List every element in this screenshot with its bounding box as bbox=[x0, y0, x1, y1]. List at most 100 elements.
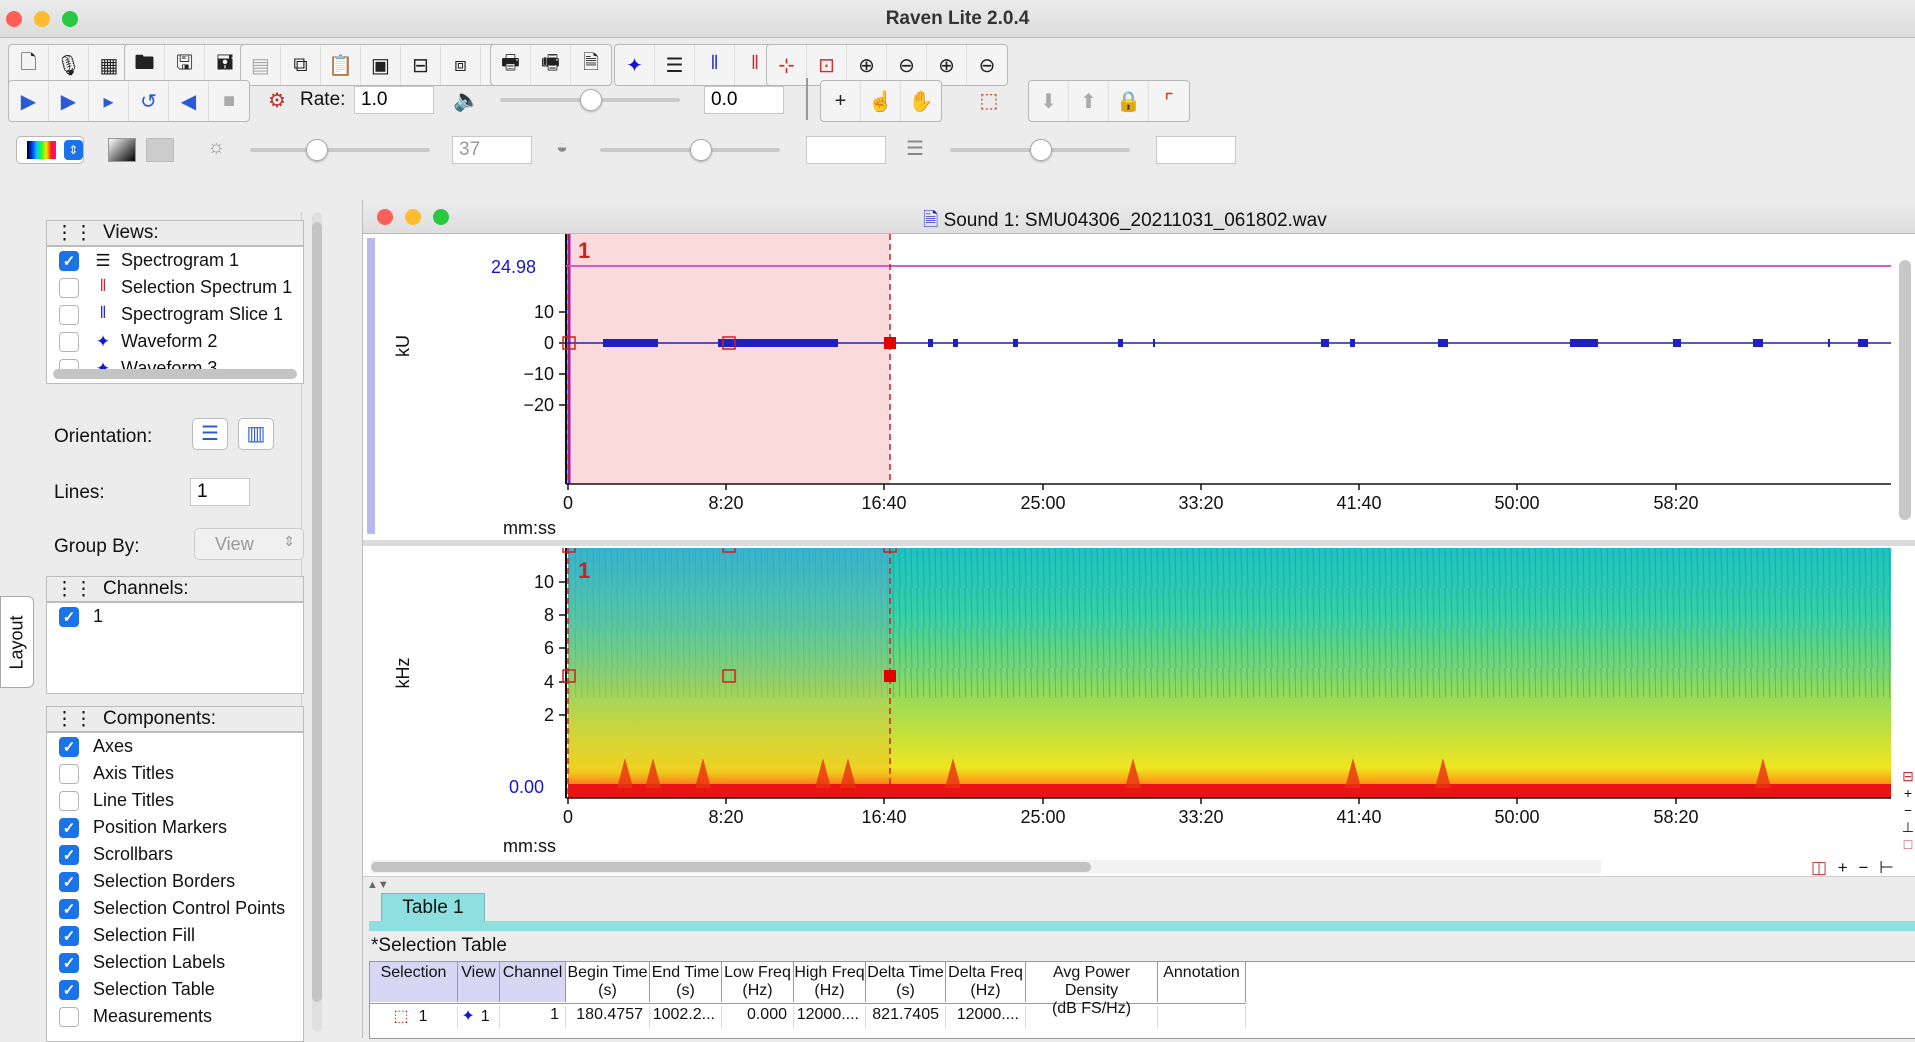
table-cell[interactable]: 180.4757 bbox=[566, 1006, 650, 1028]
arrow-up-icon[interactable]: ⬆ bbox=[1069, 81, 1109, 121]
checkbox[interactable]: ✓ bbox=[59, 952, 79, 973]
table-column-header[interactable]: Channel bbox=[500, 962, 566, 1002]
table-cell[interactable]: ✦ 1 bbox=[458, 1006, 500, 1028]
sidebar-scrollbar-thumb[interactable] bbox=[312, 222, 322, 1002]
checkbox[interactable]: ✓ bbox=[59, 871, 79, 892]
open-table-icon[interactable]: ▦ bbox=[99, 54, 119, 77]
table-column-header[interactable]: View bbox=[458, 962, 500, 1002]
record-mic-icon[interactable]: 🎙 bbox=[49, 45, 89, 85]
component-item[interactable]: ✓ Axes bbox=[47, 733, 303, 760]
checkbox[interactable]: ✓ bbox=[59, 250, 79, 271]
select-hand-icon[interactable]: ☝ bbox=[861, 81, 901, 121]
resolution-slider-knob[interactable] bbox=[1030, 139, 1052, 161]
horizontal-zoom-selection-icon[interactable]: ◫ bbox=[1811, 858, 1831, 877]
volume-slider-knob[interactable] bbox=[580, 89, 602, 111]
view-item-spectrogram-1[interactable]: ✓ ☰ Spectrogram 1 bbox=[47, 247, 303, 274]
table-cell[interactable]: 12000.... bbox=[946, 1006, 1026, 1028]
horizontal-zoom-out-icon[interactable]: − bbox=[1858, 858, 1872, 877]
table-column-header[interactable]: End Time (s) bbox=[650, 962, 722, 1002]
zoom-window-button[interactable] bbox=[62, 11, 78, 27]
views-horizontal-scrollbar[interactable] bbox=[53, 369, 297, 379]
table-column-header[interactable]: Delta Freq (Hz) bbox=[946, 962, 1026, 1002]
horizontal-zoom-fit-icon[interactable]: ⊢ bbox=[1879, 858, 1897, 877]
waveform-view[interactable]: 24.98 10 0 −10 −20 0 8:20 16:40 25:00 33:20 41:4… bbox=[363, 234, 1915, 540]
stop-icon[interactable]: ■ bbox=[222, 89, 236, 112]
copy-icon[interactable]: ⧉ bbox=[281, 45, 321, 85]
arrow-down-icon[interactable]: ⬇ bbox=[1029, 81, 1069, 121]
zoom-out-freq-icon[interactable]: ⊖ bbox=[978, 54, 996, 77]
table-cell[interactable]: 0.000 bbox=[722, 1006, 794, 1028]
selection-spectrum-icon[interactable]: 𝍪 bbox=[751, 52, 759, 74]
minimize-sound-button[interactable] bbox=[405, 209, 421, 225]
spectrogram-view[interactable]: 10 8 6 4 2 0 8:20 16:40 25:00 33:20 41:40 50:00 58:… bbox=[363, 548, 1915, 860]
table-cell[interactable]: 821.7405 bbox=[866, 1006, 946, 1028]
play-from-icon[interactable]: ▸ bbox=[89, 81, 129, 121]
layout-side-tab[interactable]: Layout bbox=[0, 596, 34, 688]
table-cell[interactable]: 1002.2... bbox=[650, 1006, 722, 1028]
vertical-zoom-out-icon[interactable]: − bbox=[1903, 802, 1913, 818]
view-item-spectrogram-slice-1[interactable]: 𝍪 Spectrogram Slice 1 bbox=[47, 301, 303, 328]
channel-item[interactable]: ✓ 1 bbox=[47, 603, 303, 630]
component-item[interactable]: ✓ Position Markers bbox=[47, 814, 303, 841]
close-sound-button[interactable] bbox=[377, 209, 393, 225]
table-column-header[interactable]: Begin Time (s) bbox=[566, 962, 650, 1002]
component-item[interactable]: ✓ Selection Borders bbox=[47, 868, 303, 895]
tab-table-1[interactable]: Table 1 bbox=[381, 893, 485, 923]
rate-input[interactable] bbox=[354, 86, 434, 114]
table-cell[interactable]: ⬚ 1 bbox=[370, 1006, 458, 1028]
brightness-slider[interactable] bbox=[250, 148, 430, 152]
contrast-input[interactable] bbox=[806, 136, 886, 164]
component-item[interactable]: ✓ Selection Fill bbox=[47, 922, 303, 949]
checkbox[interactable]: ✓ bbox=[59, 606, 79, 627]
checkbox[interactable] bbox=[59, 1006, 79, 1027]
table-column-header[interactable]: Avg Power Density (dB FS/Hz) bbox=[1026, 962, 1158, 1017]
minimize-window-button[interactable] bbox=[34, 11, 50, 27]
vertical-zoom-in-icon[interactable]: + bbox=[1903, 785, 1913, 801]
vertical-zoom-selection-icon[interactable]: ⊟ bbox=[1902, 768, 1914, 784]
checkbox[interactable] bbox=[59, 790, 79, 811]
table-cell[interactable]: 1 bbox=[500, 1006, 566, 1028]
horizontal-zoom-in-icon[interactable]: + bbox=[1837, 858, 1851, 877]
zoom-to-all-icon[interactable]: ⊡ bbox=[807, 45, 847, 85]
checkbox[interactable] bbox=[59, 277, 79, 298]
brightness-slider-knob[interactable] bbox=[306, 139, 328, 161]
play-visible-icon[interactable]: ▶ bbox=[49, 81, 89, 121]
checkbox[interactable] bbox=[59, 763, 79, 784]
checkbox[interactable]: ✓ bbox=[59, 979, 79, 1000]
zoom-in-icon[interactable]: ⊕ bbox=[847, 45, 887, 85]
horizontal-scrollbar[interactable] bbox=[371, 860, 1601, 874]
selection-box-icon[interactable]: ⬚ bbox=[979, 89, 999, 112]
checkbox[interactable]: ✓ bbox=[59, 817, 79, 838]
checkbox[interactable] bbox=[59, 331, 79, 352]
checkbox[interactable] bbox=[59, 304, 79, 325]
zoom-out-icon[interactable]: ⊖ bbox=[887, 45, 927, 85]
component-item[interactable]: Line Titles bbox=[47, 787, 303, 814]
zoom-in-freq-icon[interactable]: ⊕ bbox=[927, 45, 967, 85]
sidebar-scrollbar[interactable] bbox=[312, 212, 322, 1032]
corner-select-icon[interactable]: ⌜ bbox=[1164, 90, 1174, 113]
spectrogram-view-icon[interactable]: ☰ bbox=[655, 45, 695, 85]
resolution-input[interactable] bbox=[1156, 136, 1236, 164]
filter-icon[interactable]: ⧈ bbox=[441, 45, 481, 85]
component-item[interactable]: Axis Titles bbox=[47, 760, 303, 787]
pane-divider[interactable] bbox=[363, 540, 1915, 546]
component-item[interactable]: ✓ Scrollbars bbox=[47, 841, 303, 868]
component-item[interactable]: ✓ Selection Labels bbox=[47, 949, 303, 976]
table-column-header[interactable]: Selection bbox=[370, 962, 458, 1002]
orientation-horizontal-button[interactable]: ☰ bbox=[192, 418, 228, 450]
play-reverse-icon[interactable]: ◀ bbox=[169, 81, 209, 121]
play-icon[interactable]: ▶ bbox=[9, 81, 49, 121]
delete-icon[interactable]: ⊟ bbox=[401, 45, 441, 85]
checkbox[interactable]: ✓ bbox=[59, 736, 79, 757]
component-item[interactable]: ✓ Selection Control Points bbox=[47, 895, 303, 922]
collapse-arrows-icon[interactable]: ▲▼ bbox=[367, 879, 389, 891]
table-column-header[interactable]: High Freq (Hz) bbox=[794, 962, 866, 1002]
table-column-header[interactable]: Delta Time (s) bbox=[866, 962, 946, 1002]
checkbox[interactable]: ✓ bbox=[59, 844, 79, 865]
clear-icon[interactable]: ▣ bbox=[361, 45, 401, 85]
contrast-slider-knob[interactable] bbox=[690, 139, 712, 161]
table-column-header[interactable]: Low Freq (Hz) bbox=[722, 962, 794, 1002]
checkbox[interactable]: ✓ bbox=[59, 898, 79, 919]
brightness-input[interactable] bbox=[452, 136, 532, 164]
component-item[interactable]: ✓ Selection Table bbox=[47, 976, 303, 1003]
